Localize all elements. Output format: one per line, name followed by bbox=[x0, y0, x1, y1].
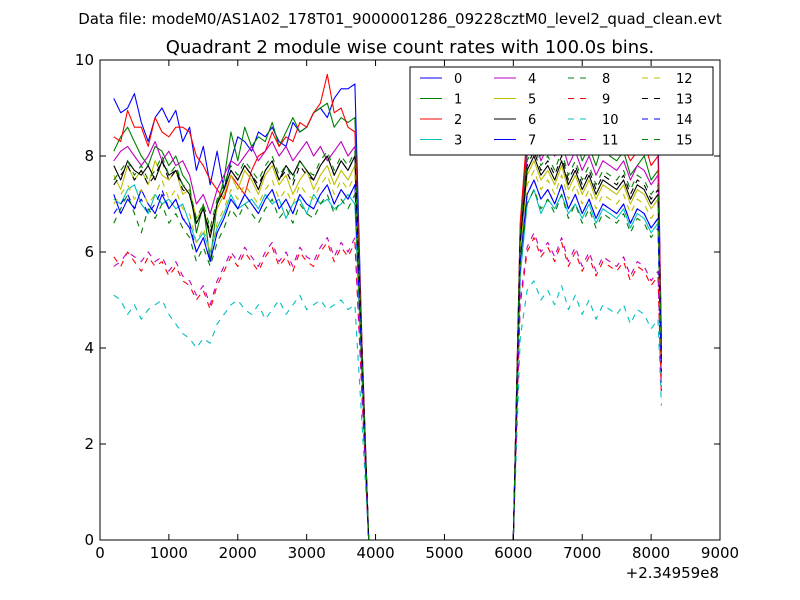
series-line-6 bbox=[113, 155, 662, 540]
legend-label-8: 8 bbox=[602, 72, 610, 87]
x-tick-label: 2000 bbox=[219, 544, 257, 562]
legend-label-4: 4 bbox=[528, 72, 536, 87]
y-tick-label: 6 bbox=[84, 243, 94, 261]
x-tick-label: 0 bbox=[95, 544, 105, 562]
legend-label-12: 12 bbox=[676, 72, 693, 87]
series-line-11 bbox=[113, 232, 662, 540]
x-tick-label: 3000 bbox=[288, 544, 326, 562]
y-tick-label: 2 bbox=[84, 435, 94, 453]
series-line-10 bbox=[113, 280, 662, 540]
y-tick-label: 4 bbox=[84, 339, 94, 357]
series-line-12 bbox=[113, 169, 662, 540]
x-tick-label: 9000 bbox=[701, 544, 739, 562]
x-tick-label: 5000 bbox=[425, 544, 463, 562]
legend-label-13: 13 bbox=[676, 93, 693, 108]
legend-label-7: 7 bbox=[528, 134, 536, 149]
legend-label-10: 10 bbox=[602, 113, 619, 128]
x-tick-label: 7000 bbox=[563, 544, 601, 562]
x-tick-label: 8000 bbox=[632, 544, 670, 562]
legend-label-15: 15 bbox=[676, 134, 693, 149]
legend-label-6: 6 bbox=[528, 113, 536, 128]
series-line-8 bbox=[113, 189, 662, 540]
x-tick-label: 4000 bbox=[356, 544, 394, 562]
x-tick-label: 6000 bbox=[494, 544, 532, 562]
axes-frame bbox=[99, 59, 721, 541]
series-line-13 bbox=[113, 150, 662, 540]
x-tick-label: 1000 bbox=[150, 544, 188, 562]
legend-label-2: 2 bbox=[454, 113, 462, 128]
series-line-7 bbox=[113, 179, 662, 540]
axes: 0 1000 2000 3000 4000 5000 6000 7000 8000 9000 0 2 4… bbox=[75, 51, 739, 562]
y-tick-label: 10 bbox=[75, 51, 94, 69]
x-offset-label: +2.34959e8 bbox=[626, 564, 719, 582]
legend-label-5: 5 bbox=[528, 93, 536, 108]
series-line-15 bbox=[113, 145, 662, 540]
legend-label-3: 3 bbox=[454, 134, 462, 149]
legend-label-1: 1 bbox=[454, 93, 462, 108]
legend-label-11: 11 bbox=[602, 134, 619, 149]
legend-label-0: 0 bbox=[454, 72, 462, 87]
chart-title: Quadrant 2 module wise count rates with … bbox=[166, 37, 655, 58]
legend-box bbox=[409, 66, 714, 156]
y-tick-label: 8 bbox=[84, 147, 94, 165]
series-line-4 bbox=[113, 136, 662, 540]
chart-suptitle: Data file: modeM0/AS1A02_178T01_90000012… bbox=[78, 10, 722, 29]
legend-label-9: 9 bbox=[602, 93, 610, 108]
y-tick-label: 0 bbox=[84, 531, 94, 549]
series-line-3 bbox=[113, 184, 662, 540]
legend-label-14: 14 bbox=[676, 113, 693, 128]
